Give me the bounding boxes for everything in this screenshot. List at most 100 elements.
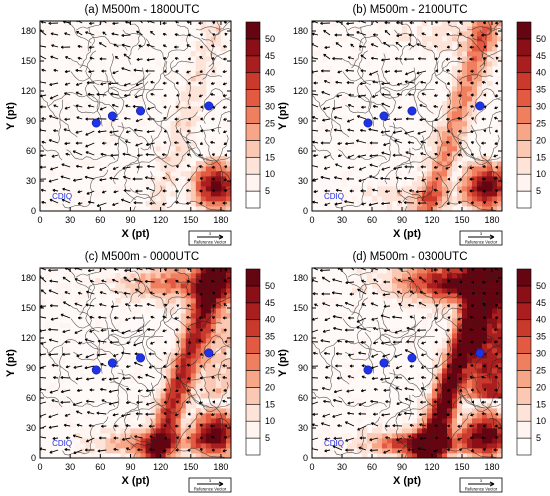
- heatmap-cell: [467, 101, 473, 107]
- heatmap-cell: [422, 403, 428, 409]
- heatmap-cell: [65, 413, 71, 419]
- heatmap-cell: [372, 433, 378, 439]
- wind-arrow: [358, 178, 367, 182]
- wind-arrow-head: [223, 388, 227, 392]
- heatmap-cell: [457, 86, 463, 92]
- wind-arrow: [85, 353, 95, 358]
- wind-arrow: [100, 388, 107, 391]
- heatmap-cell: [105, 76, 111, 82]
- heatmap-cell: [195, 66, 202, 72]
- heatmap-cell: [150, 191, 157, 197]
- wind-arrow-head: [134, 303, 138, 308]
- wind-arrow-head: [458, 93, 462, 98]
- heatmap-cell: [462, 186, 468, 192]
- heatmap-cell: [462, 151, 468, 157]
- contour-line: [87, 36, 128, 52]
- heatmap-cell: [312, 71, 318, 77]
- heatmap-cell: [165, 383, 172, 389]
- heatmap-cell: [427, 383, 433, 389]
- reference-vector-head: [489, 234, 495, 240]
- wind-arrow-head: [37, 435, 39, 437]
- wind-arrow-head: [147, 117, 151, 121]
- heatmap-cell: [422, 196, 428, 202]
- heatmap-cell: [215, 423, 222, 429]
- heatmap-cell: [447, 101, 453, 107]
- wind-arrow-head: [403, 176, 407, 180]
- wind-arrow-head: [435, 81, 438, 85]
- heatmap-cell: [357, 201, 363, 207]
- heatmap-cell: [462, 141, 468, 147]
- heatmap-cell: [407, 201, 413, 207]
- heatmap-cell: [175, 273, 182, 279]
- heatmap-cell: [437, 438, 443, 444]
- heatmap-cell: [125, 176, 131, 182]
- wind-arrow-head: [360, 69, 364, 73]
- contour-line: [401, 435, 428, 452]
- heatmap-cell: [165, 268, 172, 274]
- heatmap-cell: [215, 26, 222, 32]
- heatmap-cell: [497, 328, 502, 334]
- heatmap-cell: [472, 383, 478, 389]
- contour-line: [165, 172, 226, 211]
- heatmap-cell: [100, 136, 106, 142]
- heatmap-cell: [447, 403, 453, 409]
- heatmap-cell: [492, 181, 498, 187]
- heatmap-cell: [487, 186, 493, 192]
- wind-arrow-head: [188, 105, 191, 109]
- wind-arrow: [135, 82, 143, 86]
- wind-arrow: [380, 130, 391, 133]
- heatmap-cell: [367, 186, 373, 192]
- heatmap-cell: [165, 141, 172, 147]
- wind-arrow: [404, 81, 415, 84]
- wind-arrow-head: [407, 448, 411, 452]
- wind-arrow-head: [121, 351, 125, 355]
- heatmap-cell: [215, 373, 222, 379]
- wind-arrow: [345, 69, 355, 72]
- heatmap-cell: [452, 348, 458, 354]
- heatmap-cell: [135, 428, 141, 434]
- wind-arrow-head: [446, 201, 450, 205]
- heatmap-cell: [200, 71, 207, 77]
- wind-arrow-head: [74, 302, 78, 306]
- heatmap-cell: [150, 196, 157, 202]
- heatmap-cell: [155, 358, 162, 364]
- wind-arrow-head: [381, 413, 385, 417]
- heatmap-cell: [155, 126, 162, 132]
- wind-arrow-head: [417, 447, 421, 451]
- heatmap-cell: [225, 403, 231, 409]
- heatmap-cell: [190, 438, 197, 444]
- heatmap-cell: [205, 201, 212, 207]
- heatmap-cell: [447, 21, 453, 27]
- heatmap-cell: [210, 111, 217, 117]
- heatmap-cell: [497, 283, 502, 289]
- heatmap-cell: [195, 21, 202, 27]
- heatmap-cell: [220, 156, 227, 162]
- heatmap-cell: [185, 328, 192, 334]
- wind-arrow: [134, 94, 143, 98]
- heatmap-cell: [392, 363, 398, 369]
- heatmap-cell: [85, 111, 91, 117]
- heatmap-cell: [472, 268, 478, 274]
- heatmap-cell: [170, 293, 177, 299]
- contour-line: [145, 38, 180, 106]
- heatmap-cell: [322, 438, 328, 444]
- heatmap-cell: [432, 91, 438, 97]
- heatmap-cell: [100, 186, 106, 192]
- wind-arrow-head: [397, 200, 401, 204]
- heatmap-cell: [180, 161, 187, 167]
- heatmap-cell: [417, 373, 423, 379]
- heatmap-cell: [115, 438, 121, 444]
- heatmap-cell: [372, 206, 378, 211]
- heatmap-cell: [492, 56, 498, 62]
- wind-arrow-head: [187, 33, 191, 37]
- heatmap-cell: [155, 298, 162, 304]
- heatmap-cell: [452, 378, 458, 384]
- heatmap-cell: [477, 181, 483, 187]
- heatmap-cell: [145, 283, 151, 289]
- heatmap-cell: [447, 353, 453, 359]
- wind-arrow: [405, 151, 415, 156]
- wind-arrow-head: [494, 44, 498, 48]
- wind-arrow-head: [322, 106, 326, 110]
- wind-arrow-head: [199, 189, 202, 193]
- heatmap-cell: [442, 378, 448, 384]
